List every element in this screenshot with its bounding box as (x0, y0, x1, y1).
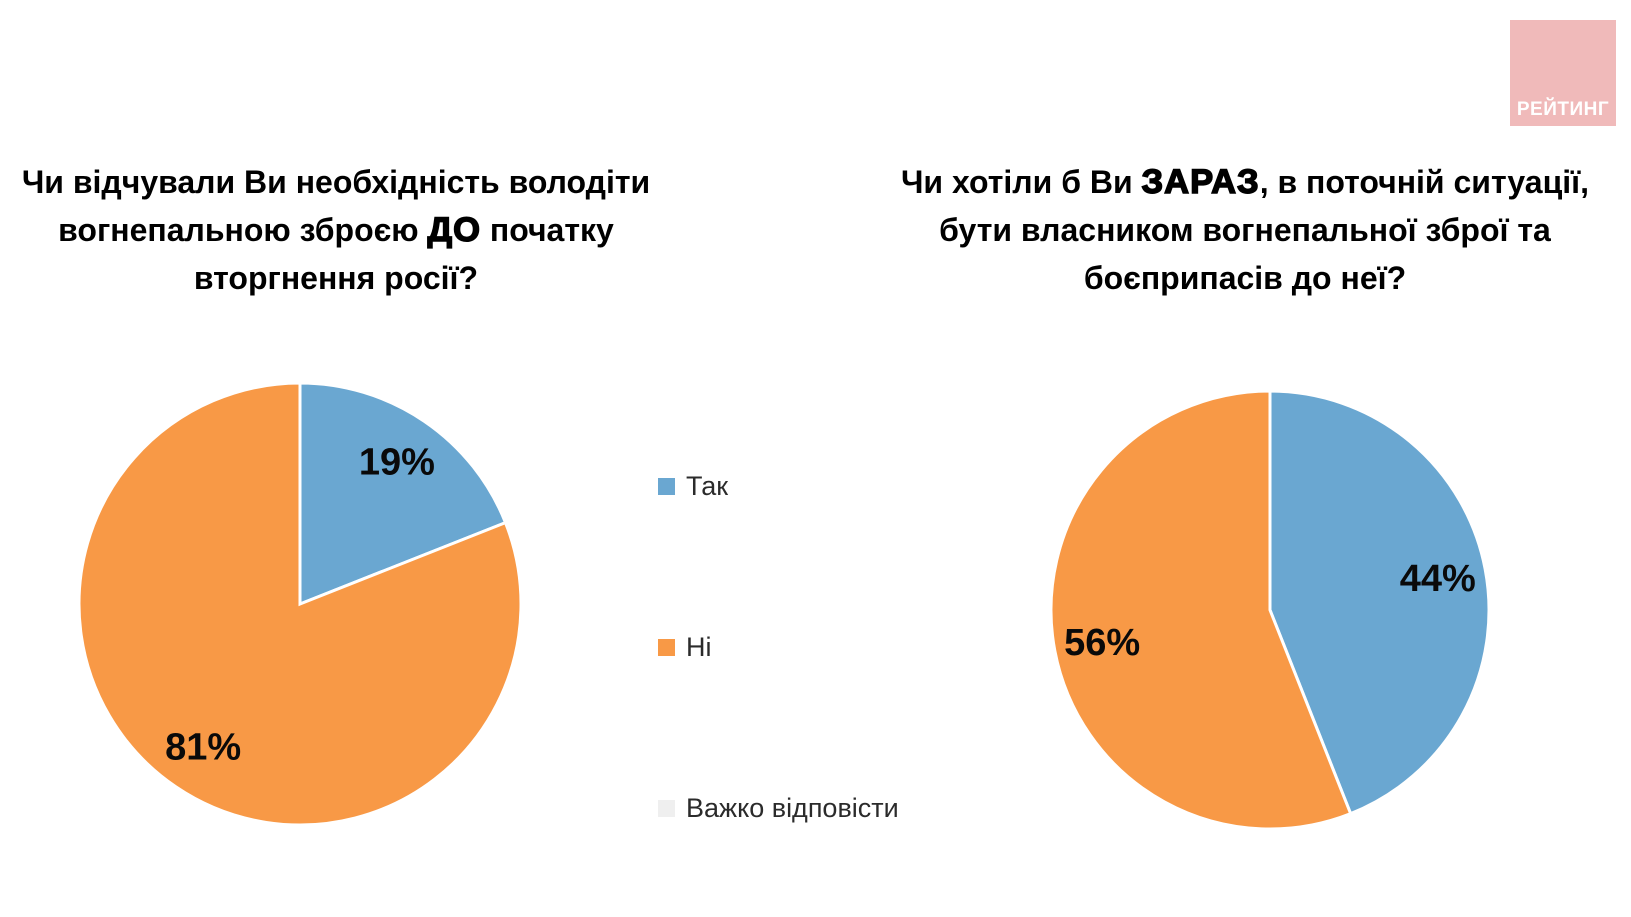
pie-slice (77, 381, 523, 827)
pie-data-label: 56% (1064, 622, 1140, 664)
right-chart-title: Чи хотіли б Ви ЗАРАЗ, в поточній ситуаці… (878, 158, 1612, 302)
rating-logo: РЕЙТИНГ (1510, 20, 1616, 126)
chart-title-line: Чи хотіли б Ви ЗАРАЗ, в поточній ситуаці… (900, 162, 1590, 202)
legend-swatch-yes (658, 477, 675, 495)
pie-data-label: 44% (1400, 558, 1476, 600)
legend-label-hard-to-say: Важко відповісти (686, 793, 899, 823)
rating-logo-text: РЕЙТИНГ (1516, 99, 1610, 120)
legend-item-no: Ні (658, 632, 899, 662)
legend-swatch-no (658, 638, 675, 656)
pie-slice (1268, 389, 1491, 816)
legend-swatch-hard-to-say (658, 799, 675, 817)
legend-label-no: Ні (686, 632, 712, 662)
chart-title-line: вогнепальною зброєю ДО початку (58, 210, 614, 250)
pie-slice (298, 381, 508, 607)
pie-chart-before-invasion: 19% 81% (77, 381, 523, 827)
chart-title-line: вторгнення росії? (193, 260, 479, 296)
chart-title-line: бути власником вогнепальної зброї та (939, 212, 1551, 248)
legend-item-hard-to-say: Важко відповісти (658, 793, 899, 823)
legend-label-yes: Так (686, 471, 729, 501)
legend: Так Ні Важко відповісти (658, 471, 899, 823)
legend-item-yes: Так (658, 471, 899, 501)
pie-slice (1049, 389, 1353, 831)
left-chart-title: Чи відчували Ви необхідність володіти вог… (10, 158, 662, 302)
pie-chart-now: 44% 56% (1049, 389, 1491, 831)
chart-title-line: Чи відчували Ви необхідність володіти (21, 164, 651, 200)
pie-data-label: 19% (359, 441, 435, 483)
pie-data-label: 81% (165, 727, 241, 769)
chart-title-line: боєприпасів до неї? (1083, 260, 1407, 296)
